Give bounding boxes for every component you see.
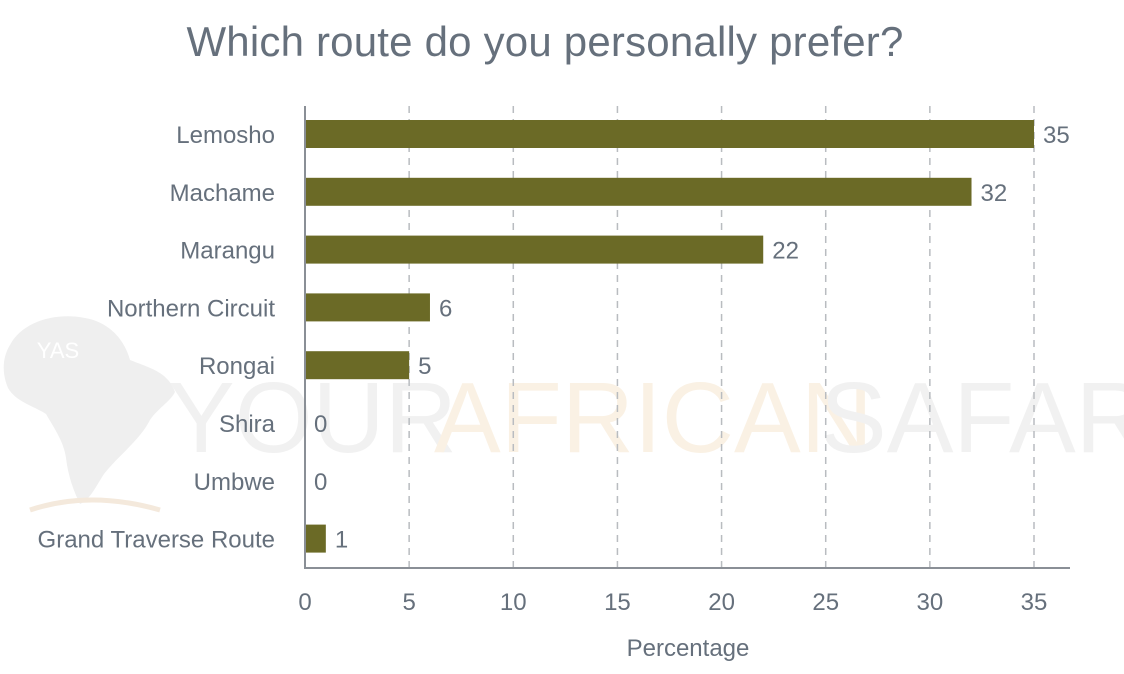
watermark: YAS YOUR AFRICAN SAFARI xyxy=(3,316,1124,513)
y-category-label: Grand Traverse Route xyxy=(38,527,275,554)
bar xyxy=(305,293,430,322)
bar xyxy=(305,524,326,553)
bar-value-label: 0 xyxy=(314,469,327,496)
chart-title: Which route do you personally prefer? xyxy=(186,18,904,65)
bar-value-label: 22 xyxy=(772,238,799,265)
bar xyxy=(305,235,764,264)
bars xyxy=(305,120,1034,553)
x-tick-label: 0 xyxy=(298,589,311,616)
gridlines xyxy=(408,106,1035,568)
x-axis-label: Percentage xyxy=(627,635,750,662)
watermark-text-african: AFRICAN xyxy=(434,362,873,474)
x-tick-label: 5 xyxy=(402,589,415,616)
bar-value-label: 0 xyxy=(314,411,327,438)
bar-value-label: 35 xyxy=(1043,122,1070,149)
y-category-label: Shira xyxy=(219,411,276,438)
watermark-text-safari: SAFARI xyxy=(820,362,1124,474)
y-category-label: Rongai xyxy=(199,353,275,380)
x-tick-label: 20 xyxy=(708,589,735,616)
x-tick-label: 15 xyxy=(604,589,631,616)
y-category-label: Lemosho xyxy=(176,122,275,149)
bar-value-label: 6 xyxy=(439,295,452,322)
x-tick-label: 10 xyxy=(500,589,527,616)
y-category-label: Marangu xyxy=(180,238,275,265)
axes xyxy=(304,106,1070,569)
africa-logo-icon xyxy=(3,316,175,504)
y-category-label: Northern Circuit xyxy=(107,295,275,322)
bar xyxy=(305,351,410,380)
bar-value-label: 1 xyxy=(335,527,348,554)
x-tick-label: 25 xyxy=(812,589,839,616)
bar-value-label: 5 xyxy=(418,353,431,380)
bar xyxy=(305,177,972,206)
y-category-label: Umbwe xyxy=(194,469,275,496)
y-category-label: Machame xyxy=(170,180,275,207)
bar xyxy=(305,120,1034,148)
x-tick-label: 35 xyxy=(1021,589,1048,616)
logo-text: YAS xyxy=(37,338,79,363)
x-tick-label: 30 xyxy=(917,589,944,616)
bar-value-label: 32 xyxy=(981,180,1008,207)
logo-swoosh xyxy=(29,497,161,513)
